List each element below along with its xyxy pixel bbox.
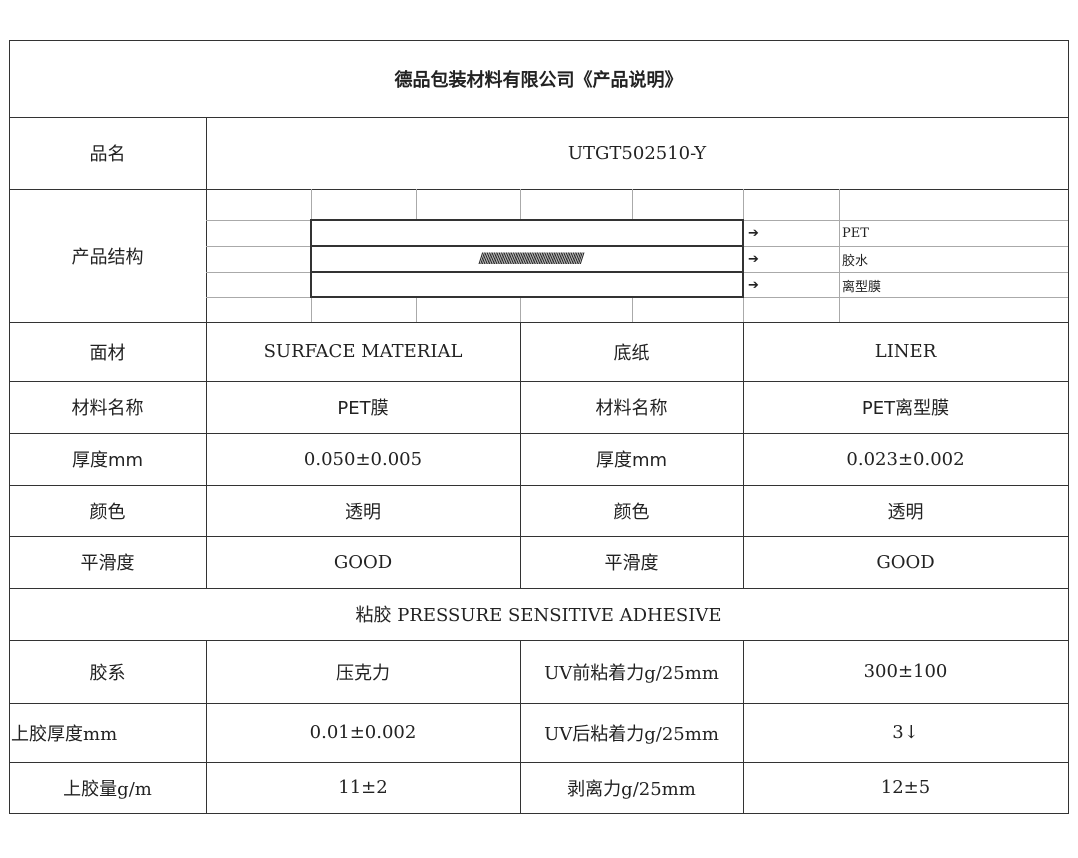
row-value: 0.023±0.002 (846, 448, 965, 470)
row-label: 颜色 (613, 501, 650, 523)
row-label: 平滑度 (80, 553, 135, 574)
row-label: 厚度mm (595, 450, 668, 471)
document-title: 德品包装材料有限公司《产品说明》 (394, 69, 683, 91)
row-label: 上胶厚度mm (11, 723, 118, 745)
row-value: 压克力 (336, 662, 390, 684)
row-label: 材料名称 (71, 398, 144, 419)
layer-pet-box (310, 219, 744, 247)
adhesive-header: 粘胶 PRESSURE SENSITIVE ADHESIVE (355, 605, 722, 626)
row-label: 上胶量g/m (63, 778, 152, 800)
row-label: UV后粘着力g/25mm (544, 723, 719, 745)
row-label: 胶系 (89, 662, 126, 684)
glue-hatch: ////////////////////////////////////////… (478, 251, 584, 267)
row-label: 颜色 (89, 501, 126, 523)
layer-liner-box (310, 271, 744, 298)
surface-label: 面材 (89, 342, 126, 364)
row-value: GOOD (333, 551, 393, 573)
row-value: PET膜 (337, 398, 389, 419)
liner-label: 底纸 (613, 342, 650, 364)
arrow-icon: ➔ (748, 226, 759, 241)
surface-value: SURFACE MATERIAL (263, 341, 463, 362)
arrow-icon: ➔ (748, 252, 759, 267)
row-value: 透明 (887, 501, 924, 523)
row-value: 0.050±0.005 (303, 448, 423, 470)
row-label: 厚度mm (71, 450, 144, 471)
row-label: 平滑度 (604, 553, 659, 574)
row-label: UV前粘着力g/25mm (544, 662, 719, 684)
layer-label: 胶水 (842, 254, 869, 269)
row-label: 剥离力g/25mm (567, 778, 696, 800)
product-name-value: UTGT502510-Y (567, 142, 707, 164)
liner-value: LINER (874, 341, 937, 362)
row-value: 300±100 (863, 661, 948, 682)
row-value: 3↓ (892, 722, 919, 743)
layer-label: PET (842, 226, 869, 241)
product-name-label: 品名 (89, 144, 126, 165)
row-value: 11±2 (338, 777, 388, 798)
structure-label: 产品结构 (71, 246, 144, 268)
row-value: 12±5 (880, 777, 931, 798)
row-label: 材料名称 (595, 398, 668, 419)
arrow-icon: ➔ (748, 277, 759, 293)
row-value: GOOD (876, 551, 935, 573)
layer-label: 离型膜 (842, 279, 882, 295)
row-value: 透明 (345, 501, 381, 523)
row-value: 0.01±0.002 (309, 722, 417, 743)
row-value: PET离型膜 (861, 398, 950, 419)
